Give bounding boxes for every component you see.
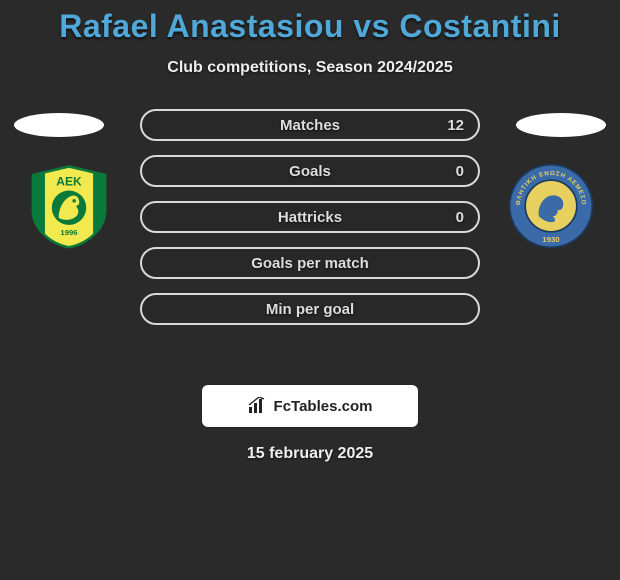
stat-label: Hattricks: [278, 209, 342, 226]
stat-row-min-per-goal: Min per goal: [140, 293, 480, 325]
page-title: Rafael Anastasiou vs Costantini: [0, 0, 620, 45]
shield-icon: AEK 1996: [26, 163, 112, 249]
stats-list: Matches 12 Goals 0 Hattricks 0 Goals per…: [140, 109, 480, 325]
stat-label: Min per goal: [266, 301, 354, 318]
stat-row-goals: Goals 0: [140, 155, 480, 187]
stat-right-value: 12: [447, 117, 464, 134]
stat-row-goals-per-match: Goals per match: [140, 247, 480, 279]
stat-label: Goals: [289, 163, 331, 180]
crest-left-name: AEK: [56, 174, 82, 188]
club-crest-left: AEK 1996: [26, 163, 112, 249]
crest-left-year: 1996: [60, 228, 78, 237]
attribution-text: FcTables.com: [274, 398, 373, 415]
player-silhouette-right: [516, 113, 606, 137]
stat-label: Goals per match: [251, 255, 369, 272]
player-silhouette-left: [14, 113, 104, 137]
attribution-badge: FcTables.com: [202, 385, 418, 427]
club-crest-right: ΑΘΛΗΤΙΚΗ ΕΝΩΣΗ ΛΕΜΕΣΟΥ 1930: [508, 163, 594, 249]
stat-right-value: 0: [456, 209, 464, 226]
crest-right-year: 1930: [542, 235, 559, 244]
roundel-icon: ΑΘΛΗΤΙΚΗ ΕΝΩΣΗ ΛΕΜΕΣΟΥ 1930: [508, 163, 594, 249]
subtitle: Club competitions, Season 2024/2025: [0, 59, 620, 77]
stat-row-matches: Matches 12: [140, 109, 480, 141]
comparison-area: AEK 1996 ΑΘΛΗΤΙΚΗ ΕΝΩΣΗ ΛΕΜΕΣΟΥ 1930: [0, 109, 620, 369]
match-date: 15 february 2025: [0, 445, 620, 463]
stat-label: Matches: [280, 117, 340, 134]
bar-chart-icon: [248, 397, 268, 415]
stat-row-hattricks: Hattricks 0: [140, 201, 480, 233]
stat-right-value: 0: [456, 163, 464, 180]
